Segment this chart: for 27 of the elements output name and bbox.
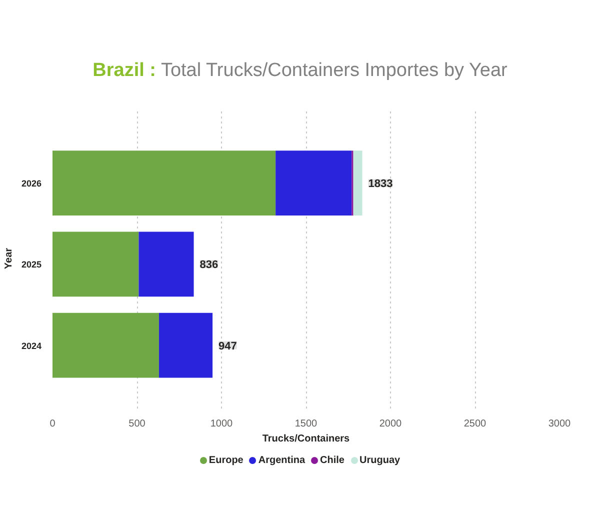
y-axis-title: Year [3, 248, 14, 270]
legend-label: Argentina [258, 454, 306, 468]
y-tick-label: 2024 [21, 340, 42, 351]
x-tick-label: 2500 [464, 418, 487, 430]
bar [52, 232, 139, 297]
x-tick-label: 2000 [379, 418, 402, 430]
bar [353, 150, 362, 216]
y-tick-label: 2025 [21, 260, 42, 270]
x-tick-label: 0 [50, 418, 56, 430]
bar [276, 150, 352, 216]
x-axis-title: Trucks/Containers [262, 434, 350, 444]
legend-label: Europe [208, 454, 244, 468]
x-tick-label: 1500 [294, 418, 318, 430]
x-tick-label: 3000 [548, 418, 572, 430]
bar [158, 312, 213, 378]
bar [52, 150, 276, 216]
total-label: 947 [218, 340, 237, 352]
total-label: 836 [200, 259, 218, 272]
bar [52, 312, 159, 378]
x-tick-label: 500 [128, 418, 146, 430]
legend-label: Uruguay [360, 454, 400, 468]
bar [138, 232, 194, 297]
y-tick-label: 2026 [21, 178, 42, 189]
legend-label: Chile [320, 454, 344, 468]
total-label: 1833 [368, 178, 393, 190]
x-tick-label: 1000 [210, 418, 234, 430]
chart-title: Brazil : Total Trucks/Containers Importes by Year [92, 60, 508, 81]
